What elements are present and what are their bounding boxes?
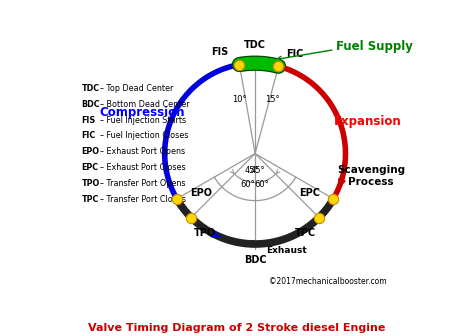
Text: TDC: TDC bbox=[244, 40, 266, 50]
Text: Fuel Supply: Fuel Supply bbox=[337, 40, 413, 53]
Text: FIC: FIC bbox=[286, 49, 303, 59]
Text: EPC: EPC bbox=[82, 163, 99, 172]
Text: – Fuel Injection Closes: – Fuel Injection Closes bbox=[100, 131, 188, 140]
Text: EPC: EPC bbox=[299, 188, 320, 198]
Text: 45°: 45° bbox=[251, 166, 265, 175]
Text: FIS: FIS bbox=[82, 116, 96, 125]
Text: – Top Dead Center: – Top Dead Center bbox=[100, 84, 173, 93]
Text: 45°: 45° bbox=[245, 166, 259, 175]
Text: Expansion: Expansion bbox=[334, 116, 402, 128]
Text: Valve Timing Diagram of 2 Stroke diesel Engine: Valve Timing Diagram of 2 Stroke diesel … bbox=[88, 323, 386, 333]
Text: – Exhaust Port Opens: – Exhaust Port Opens bbox=[100, 147, 185, 156]
Text: – Exhaust Port Closes: – Exhaust Port Closes bbox=[100, 163, 185, 172]
Text: TDC: TDC bbox=[82, 84, 100, 93]
Point bbox=[236, 62, 243, 67]
Text: EPO: EPO bbox=[82, 147, 100, 156]
Text: TPO: TPO bbox=[194, 228, 216, 238]
Text: TPC: TPC bbox=[82, 195, 99, 204]
Text: – Fuel Injection Starts: – Fuel Injection Starts bbox=[100, 116, 186, 125]
Text: BDC: BDC bbox=[244, 255, 266, 265]
Text: Exhaust: Exhaust bbox=[266, 246, 307, 255]
Point bbox=[187, 215, 195, 220]
Text: – Transfer Port Opens: – Transfer Port Opens bbox=[100, 179, 185, 188]
Text: FIS: FIS bbox=[211, 47, 228, 57]
Text: – Transfer Port Closes: – Transfer Port Closes bbox=[100, 195, 185, 204]
Text: 15°: 15° bbox=[265, 95, 280, 104]
Point bbox=[275, 64, 283, 69]
Text: BDC: BDC bbox=[82, 100, 100, 109]
Point bbox=[329, 196, 337, 202]
Text: 10°: 10° bbox=[232, 95, 246, 104]
Text: 60°: 60° bbox=[241, 180, 255, 190]
Point bbox=[173, 196, 181, 202]
Text: Compression: Compression bbox=[100, 107, 185, 119]
Text: ©2017mechanicalbooster.com: ©2017mechanicalbooster.com bbox=[269, 278, 386, 287]
Text: 60°: 60° bbox=[255, 180, 270, 190]
Text: – Bottom Dead Center: – Bottom Dead Center bbox=[100, 100, 189, 109]
Text: FIC: FIC bbox=[82, 131, 96, 140]
Text: Scavenging
Process: Scavenging Process bbox=[337, 165, 405, 187]
Point bbox=[315, 215, 323, 220]
Text: EPO: EPO bbox=[191, 188, 212, 198]
Text: TPC: TPC bbox=[295, 228, 316, 238]
Text: TPO: TPO bbox=[82, 179, 100, 188]
